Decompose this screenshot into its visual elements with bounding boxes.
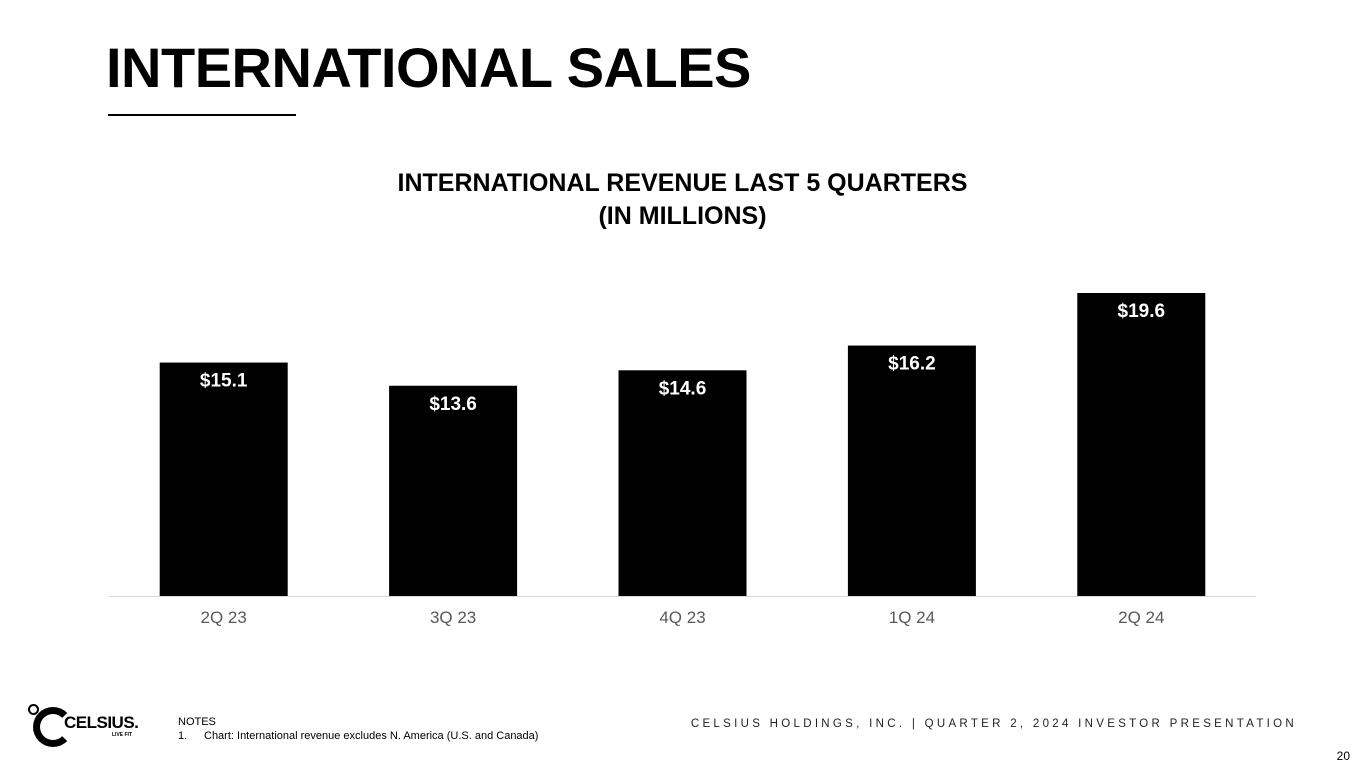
x-tick-label-2: 3Q 23 xyxy=(430,608,476,627)
bar-2 xyxy=(389,385,518,596)
note-item: 1. Chart: International revenue excludes … xyxy=(178,729,538,743)
x-tick-label-3: 4Q 23 xyxy=(659,608,705,627)
celsius-logo: CELSIUS. LIVE FIT xyxy=(28,704,143,747)
page-number: 20 xyxy=(1336,749,1350,763)
data-label-5: $19.6 xyxy=(1118,301,1166,322)
bar-1 xyxy=(159,362,288,596)
chart-subtitle: (IN MILLIONS) xyxy=(598,202,767,230)
title-underline xyxy=(108,114,296,116)
logo-tagline: LIVE FIT xyxy=(112,732,132,738)
x-tick-label-5: 2Q 24 xyxy=(1118,608,1164,627)
page-title: INTERNATIONAL SALES xyxy=(106,36,751,99)
x-tick-label-1: 2Q 23 xyxy=(201,608,247,627)
bar-5 xyxy=(1077,293,1206,596)
data-label-3: $14.6 xyxy=(659,378,707,399)
notes: NOTES 1. Chart: International revenue exc… xyxy=(178,715,538,743)
bar-4 xyxy=(847,345,976,596)
note-text: Chart: International revenue excludes N.… xyxy=(204,730,539,742)
logo-wordmark: CELSIUS. xyxy=(64,713,139,732)
notes-heading: NOTES xyxy=(178,716,216,728)
logo-c-mark-icon xyxy=(33,707,73,747)
bar-3 xyxy=(618,370,747,596)
chart-title: INTERNATIONAL REVENUE LAST 5 QUARTERS xyxy=(397,169,968,197)
note-number: 1. xyxy=(178,730,188,742)
degree-ring-icon xyxy=(28,704,39,715)
chart-title-block: INTERNATIONAL REVENUE LAST 5 QUARTERS (I… xyxy=(0,167,1365,233)
data-label-4: $16.2 xyxy=(888,354,936,375)
data-label-2: $13.6 xyxy=(429,394,477,415)
footer-presentation-label: CELSIUS HOLDINGS, INC. | QUARTER 2, 2024… xyxy=(690,718,1297,730)
x-tick-label-4: 1Q 24 xyxy=(889,608,935,627)
data-label-1: $15.1 xyxy=(200,371,248,392)
